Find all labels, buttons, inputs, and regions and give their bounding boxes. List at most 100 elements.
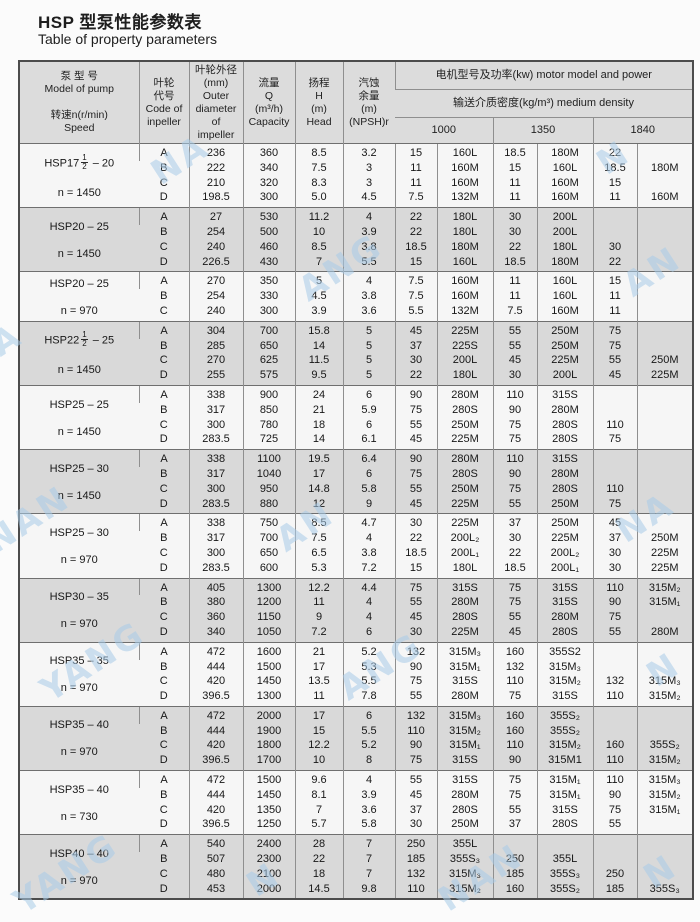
value-cell: 75: [592, 496, 637, 514]
pump-model-label: HSP20 – 25: [49, 277, 109, 290]
value-cell: 9: [342, 496, 395, 514]
value-cell: 236: [188, 142, 243, 161]
value-cell: 132: [592, 674, 637, 690]
value-cell: 250M: [436, 817, 493, 835]
impeller-code-cell: D: [139, 560, 189, 579]
value-cell: 7: [342, 834, 395, 853]
value-cell: 600: [242, 560, 295, 579]
value-cell: 21: [294, 402, 343, 418]
value-cell: [636, 641, 694, 660]
value-cell: 444: [188, 787, 243, 803]
value-cell: 315M₂: [636, 577, 694, 596]
pump-model-label: HSP25 – 30: [49, 526, 109, 539]
value-cell: [636, 610, 694, 625]
value-cell: 28: [294, 834, 343, 853]
value-cell: 250M: [436, 481, 493, 497]
value-cell: 55: [394, 595, 437, 611]
value-cell: 3.8: [342, 545, 395, 561]
value-cell: 11: [394, 175, 437, 191]
value-cell: [636, 449, 694, 467]
value-cell: [636, 338, 694, 354]
value-cell: 45: [592, 513, 637, 532]
value-cell: 315M₃: [536, 659, 593, 675]
value-cell: 5.3: [294, 560, 343, 579]
impeller-code-cell: B: [139, 531, 189, 546]
value-cell: 3.6: [342, 802, 395, 818]
value-cell: 530: [242, 207, 295, 225]
value-cell: 280M: [636, 624, 694, 643]
impeller-code-cell: D: [139, 689, 189, 707]
value-cell: 75: [592, 338, 637, 354]
value-cell: 330: [242, 289, 295, 304]
value-cell: 8.1: [294, 787, 343, 803]
value-cell: 22: [394, 531, 437, 546]
value-cell: 4.5: [294, 289, 343, 304]
value-cell: 254: [188, 289, 243, 304]
value-cell: 315S: [436, 770, 493, 788]
pump-model-label: HSP22 1 2 – 25: [44, 330, 115, 349]
value-cell: 180M: [536, 142, 593, 161]
value-cell: 22: [492, 545, 537, 561]
value-cell: 317: [188, 402, 243, 418]
value-cell: [636, 402, 694, 418]
value-cell: 1200: [242, 595, 295, 611]
value-cell: 315M₁: [436, 659, 493, 675]
value-cell: 575: [242, 368, 295, 386]
value-cell: [592, 207, 637, 225]
value-cell: 160: [492, 705, 537, 724]
value-cell: 360: [242, 142, 295, 161]
value-cell: 30: [592, 239, 637, 255]
pump-speed-label: n = 970: [60, 304, 98, 317]
value-cell: [636, 417, 694, 433]
value-cell: 315M₃: [636, 770, 694, 788]
value-cell: 250M: [636, 353, 694, 369]
pump-model-cell: HSP25 – 30 n = 970: [19, 513, 139, 579]
value-cell: 30: [394, 353, 437, 369]
value-cell: 315M₁: [536, 787, 593, 803]
impeller-code-cell: A: [138, 513, 189, 532]
value-cell: 15: [592, 175, 637, 191]
impeller-code-cell: B: [139, 595, 189, 611]
value-cell: [592, 641, 637, 660]
value-cell: 75: [592, 610, 637, 625]
value-cell: 90: [492, 466, 537, 482]
value-cell: 3.9: [342, 224, 395, 240]
value-cell: 110: [492, 449, 537, 467]
value-cell: 280M: [436, 787, 493, 803]
value-cell: 12: [294, 496, 343, 514]
value-cell: 18: [294, 866, 343, 882]
value-cell: 780: [242, 417, 295, 433]
value-cell: 340: [242, 160, 295, 176]
value-cell: 280M: [436, 384, 493, 403]
value-cell: 180L: [436, 224, 493, 240]
value-cell: 850: [242, 402, 295, 418]
value-cell: 90: [492, 402, 537, 418]
value-cell: [636, 866, 694, 882]
value-cell: 110: [394, 723, 437, 739]
header-density-1000: 1000: [395, 117, 493, 144]
value-cell: 4: [342, 531, 395, 546]
value-cell: 280S: [536, 624, 593, 643]
value-cell: 315M₃: [436, 705, 493, 724]
value-cell: 355S₂: [536, 723, 593, 739]
impeller-code-cell: C: [139, 175, 189, 191]
pump-speed-label: n = 970: [60, 553, 98, 566]
pump-model-cell: HSP22 1 2 – 25 n = 1450: [19, 320, 139, 386]
value-cell: 55: [592, 624, 637, 643]
value-cell: 396.5: [188, 753, 243, 771]
value-cell: 22: [394, 368, 437, 386]
pump-model-cell: HSP40 – 40 n = 970: [19, 834, 139, 900]
value-cell: 10: [294, 224, 343, 240]
impeller-code-cell: A: [138, 207, 189, 225]
value-cell: 160L: [436, 254, 493, 272]
value-cell: 725: [242, 432, 295, 450]
table-row: C 210 320 8.3 3 11 160M 11 160M 15: [19, 175, 694, 191]
value-cell: 420: [188, 802, 243, 818]
value-cell: 7.2: [294, 624, 343, 643]
impeller-code-cell: D: [139, 624, 189, 643]
value-cell: [592, 659, 637, 675]
table-row: B 254 500 10 3.9 22 180L 30 200L: [19, 224, 694, 240]
value-cell: 304: [188, 320, 243, 339]
value-cell: 5: [342, 320, 395, 339]
